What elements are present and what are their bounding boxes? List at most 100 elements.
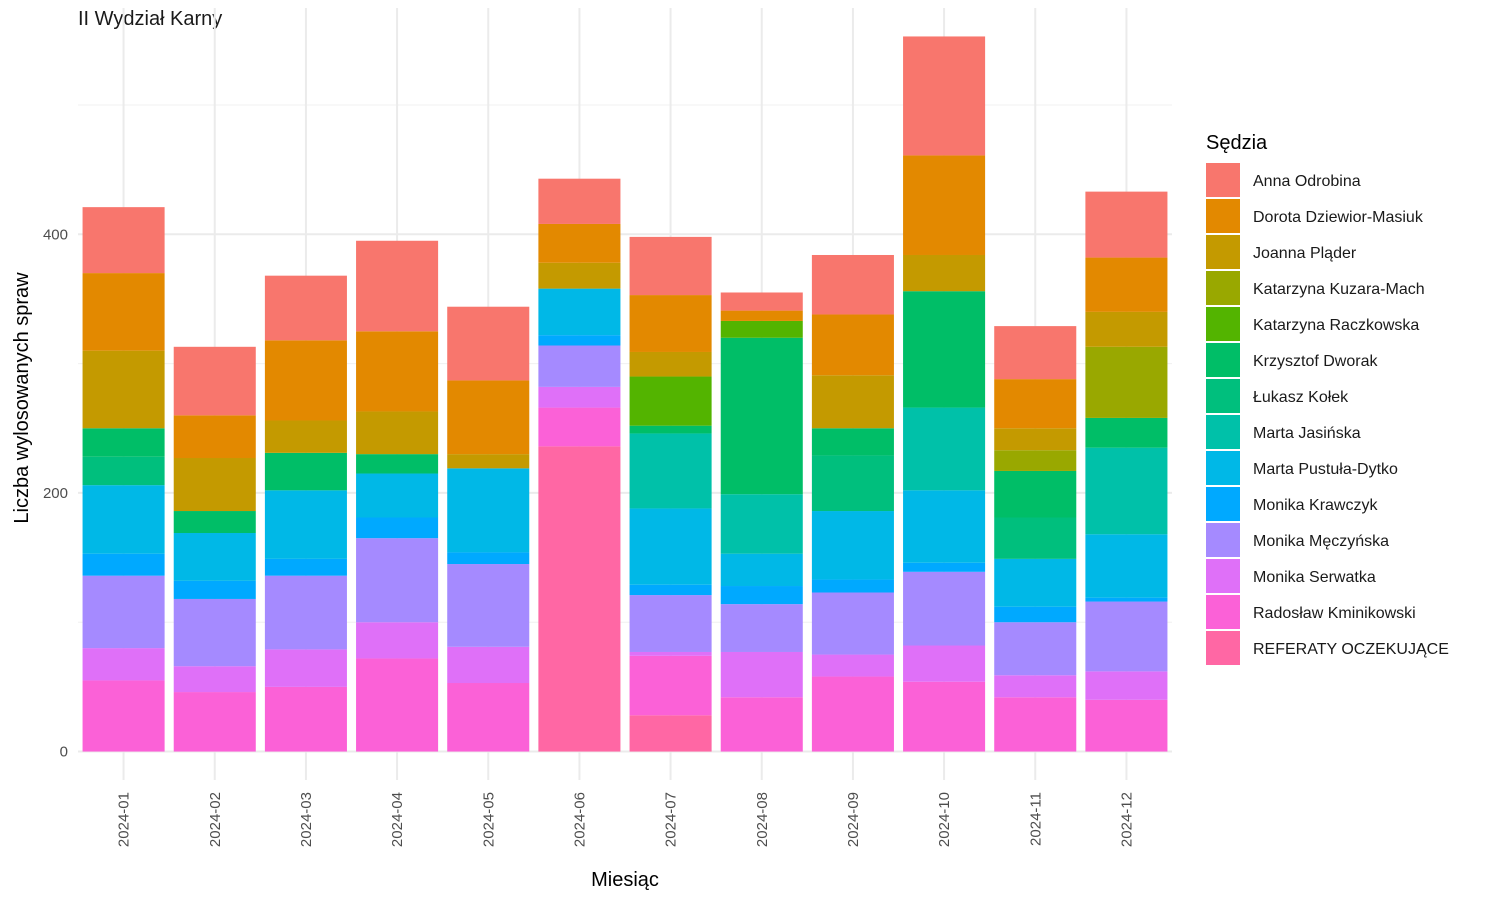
bar-segment [264,275,347,341]
legend-key [1206,379,1240,413]
x-tick-label: 2024-03 [298,792,315,847]
bar-segment [629,295,712,352]
bar-segment [356,517,439,539]
bar-segment [356,658,439,752]
bar-segment [173,692,256,752]
legend-label: Krzysztof Dworak [1253,353,1378,370]
bar-segment [82,350,165,429]
legend-key [1206,199,1240,233]
bar-segment [994,326,1077,380]
x-tick-label: 2024-02 [207,792,224,847]
legend-label: Monika Krawczyk [1253,497,1378,514]
legend-key [1206,523,1240,557]
bar-segment [1085,699,1168,752]
bar-segment [903,571,986,646]
bar-segment [720,320,803,338]
bar-segment [447,468,530,553]
bar-segment [720,586,803,605]
legend-key [1206,487,1240,521]
bar-segment [356,411,439,455]
bar-segment [538,345,621,387]
bar-segment [264,558,347,576]
bar-segment [538,262,621,289]
bar-segment [447,380,530,455]
bar-segment [447,646,530,684]
y-tick-label: 200 [43,485,68,502]
bar-segment [994,606,1077,623]
bar-segment [356,538,439,623]
bar-segment [264,340,347,421]
x-tick-label: 2024-05 [480,792,497,847]
legend-key [1206,595,1240,629]
legend-label: Anna Odrobina [1253,173,1361,190]
bar-segment [903,36,986,156]
legend-label: Katarzyna Raczkowska [1253,317,1419,334]
bar-segment [82,575,165,649]
legend-key [1206,235,1240,269]
bar-segment [447,564,530,647]
bar-segment [720,292,803,311]
bar-segment [811,579,894,593]
legend-key [1206,631,1240,665]
bar-segment [811,511,894,580]
bar-segment [82,648,165,681]
bar-segment [538,386,621,408]
bar-segment [264,686,347,752]
bar-segment [356,454,439,474]
bar-segment [629,376,712,426]
bar-segment [629,425,712,434]
bar-segment [629,351,712,377]
bar-segment [356,622,439,659]
legend-key [1206,343,1240,377]
bar-segment [82,680,165,752]
bar-segment [1085,257,1168,312]
y-tick-label: 0 [60,744,68,761]
bar-segment [629,584,712,596]
legend-key [1206,451,1240,485]
legend-label: Katarzyna Kuzara-Mach [1253,281,1425,298]
bar-segment [903,645,986,682]
legend-key [1206,271,1240,305]
x-axis-title: Miesiąc [591,869,659,891]
bar-segment [1085,346,1168,418]
x-tick-label: 2024-04 [389,792,406,847]
bar-segment [82,485,165,554]
x-tick-label: 2024-10 [936,792,953,847]
bar-segment [994,379,1077,429]
bar-segment [538,407,621,447]
axes: 0 200 400 2024-01 2024-02 2024-03 2024-04 2024-… [43,226,1135,847]
bar-segment [538,446,621,752]
bar-segment [356,240,439,332]
bar-segment [447,552,530,565]
bar-segment [1085,671,1168,700]
bar-segment [629,508,712,585]
bar-segment [720,494,803,554]
bar-segment [903,681,986,752]
bar-segment [811,676,894,752]
bar-segment [264,649,347,687]
bar-segment [720,310,803,321]
bar-segment [264,490,347,559]
bar-segment [447,683,530,752]
bar-segment [1085,447,1168,535]
bar-segment [264,420,347,453]
bar-segment [720,604,803,652]
bar-segment [629,651,712,656]
bar-segment [811,375,894,429]
bar-segment [1085,191,1168,258]
bar-segment [811,314,894,376]
x-tick-label: 2024-08 [754,792,771,847]
legend: Sędzia Anna Odrobina Dorota Dziewior-Masi… [1206,132,1449,665]
bar-segment [903,407,986,491]
bar-segment [994,428,1077,451]
y-axis-title: Liczba wylosowanych spraw [11,272,33,524]
legend-label: Joanna Pląder [1253,245,1357,262]
legend-key [1206,559,1240,593]
bar-segment [447,454,530,469]
bar-segment [173,458,256,512]
bar-segment [994,450,1077,471]
bar-segment [82,553,165,576]
x-tick-label: 2024-11 [1027,792,1044,846]
x-tick-label: 2024-07 [663,792,680,847]
bar-segment [903,562,986,572]
